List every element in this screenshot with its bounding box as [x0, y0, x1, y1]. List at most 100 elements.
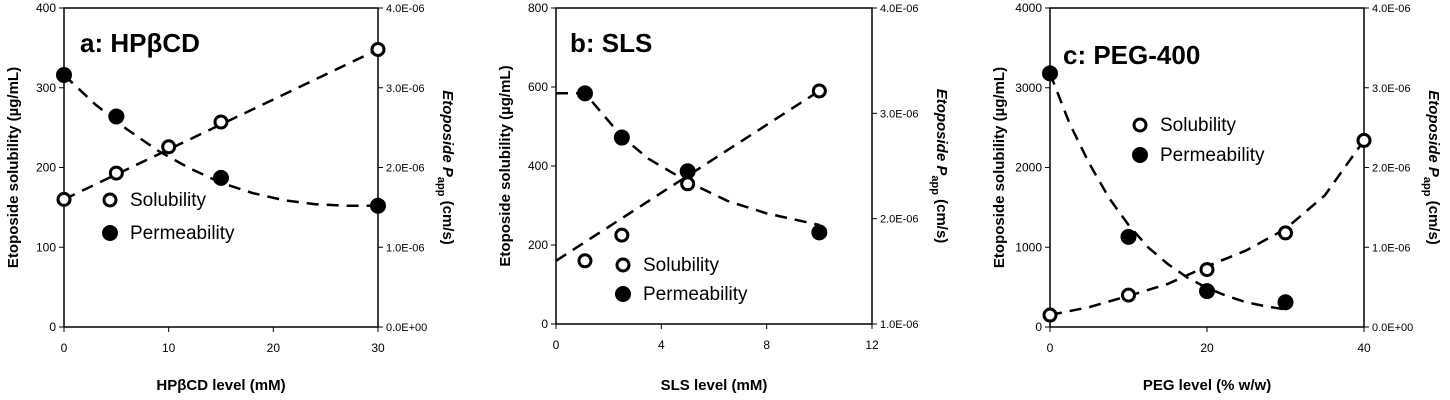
y2-label-sub: app [435, 177, 447, 197]
legend-label-solubility: Solubility [130, 190, 207, 211]
data-point-solubility [1278, 225, 1293, 241]
data-point-solubility [811, 83, 827, 99]
x-tick-label: 12 [865, 338, 879, 352]
trend-line-permeability [1048, 72, 1286, 311]
data-point-permeability [1199, 283, 1215, 300]
data-point-permeability [679, 163, 696, 180]
data-point-permeability [1120, 228, 1137, 245]
trend-line-solubility [555, 89, 820, 262]
legend-marker-solubility [615, 257, 631, 273]
legend: Solubility Permeability [102, 190, 235, 244]
y-tick-label: 1000 [1015, 240, 1042, 254]
data-point-permeability [370, 197, 386, 214]
y2-label-sub: app [1421, 177, 1433, 197]
y2-axis-label: Etoposide Papp (cm/s) [435, 90, 456, 245]
chart-panel-1: 01002003004000.0E+001.0E-062.0E-063.0E-0… [5, 1, 456, 394]
y2-label-tail: (cm/s) [1425, 196, 1442, 244]
y-tick-label: 2000 [1015, 161, 1042, 175]
data-point-solubility [614, 227, 630, 243]
y2-tick-label: 2.0E-06 [386, 163, 425, 175]
data-point-solubility [161, 139, 177, 155]
legend: Solubility Permeability [1132, 115, 1265, 166]
legend-marker-permeability [102, 225, 118, 241]
data-point-permeability [811, 224, 828, 241]
legend-label-permeability: Permeability [643, 284, 748, 305]
y-tick-label: 200 [36, 161, 56, 175]
y2-tick-label: 1.0E-06 [880, 319, 919, 331]
panel-title: a: HPβCD [80, 28, 200, 58]
y2-tick-label: 3.0E-06 [880, 108, 919, 120]
y-tick-label: 0 [541, 317, 548, 331]
y2-tick-label: 3.0E-06 [386, 83, 425, 95]
x-tick-label: 0 [61, 341, 68, 355]
data-point-solubility [108, 165, 124, 181]
trend-line-solubility [63, 48, 379, 201]
legend: Solubility Permeability [615, 255, 748, 305]
data-point-permeability [108, 108, 125, 125]
legend-label-solubility: Solubility [643, 255, 720, 276]
x-tick-label: 8 [763, 338, 770, 352]
x-tick-label: 30 [371, 341, 385, 355]
x-tick-label: 0 [553, 338, 560, 352]
data-point-permeability [1277, 294, 1294, 311]
data-point-permeability [1042, 65, 1058, 82]
y2-tick-label: 1.0E-06 [1372, 242, 1411, 254]
x-tick-label: 40 [1357, 341, 1371, 355]
y-tick-label: 100 [36, 240, 56, 254]
y2-label-main: Etoposide P [933, 89, 950, 177]
y2-axis-label: Etoposide Papp (cm/s) [929, 89, 950, 244]
data-point-solubility [56, 191, 72, 207]
y-axis-label: Etoposide solubility (µg/mL) [5, 67, 22, 268]
y2-tick-label: 1.0E-06 [386, 242, 425, 254]
data-point-permeability [213, 169, 229, 186]
legend-label-permeability: Permeability [1160, 145, 1265, 166]
x-tick-label: 10 [162, 341, 176, 355]
data-point-solubility [213, 114, 229, 130]
data-point-solubility [577, 253, 593, 269]
chart-panel-2: 0 200 400 600 800 1.0E-06 2.0E-06 3.0E-06 4.0E-0… [497, 1, 950, 394]
legend-label-solubility: Solubility [1160, 115, 1237, 136]
y2-label-main: Etoposide P [1425, 90, 1442, 178]
y-tick-label: 200 [528, 238, 548, 252]
data-point-solubility [1199, 262, 1215, 278]
data-point-solubility [1121, 287, 1136, 303]
y-tick-label: 0 [49, 320, 56, 334]
legend-marker-solubility [1132, 117, 1148, 133]
legend-marker-permeability [1132, 147, 1148, 163]
data-point-permeability [613, 129, 630, 146]
legend-marker-permeability [615, 286, 631, 302]
y-tick-label: 600 [528, 80, 548, 94]
x-tick-label: 20 [1200, 341, 1214, 355]
y2-tick-label: 0.0E+00 [1372, 322, 1413, 334]
x-axis-label: PEG level (% w/w) [1143, 377, 1271, 394]
data-point-solubility [680, 176, 696, 192]
y-axis-label: Etoposide solubility (µg/mL) [991, 67, 1008, 268]
y2-tick-label: 2.0E-06 [1372, 163, 1411, 175]
y2-label-sub: app [929, 175, 941, 195]
y-tick-label: 4000 [1015, 1, 1042, 15]
y-tick-label: 800 [528, 1, 548, 15]
y-axis-label: Etoposide solubility (µg/mL) [497, 65, 514, 266]
y2-tick-label: 3.0E-06 [1372, 83, 1411, 95]
x-tick-label: 4 [658, 338, 665, 352]
legend-marker-solubility [102, 192, 118, 208]
data-point-permeability [56, 66, 72, 83]
trend-line-permeability [63, 74, 378, 208]
y2-label-main: Etoposide P [439, 90, 456, 178]
x-axis-label: SLS level (mM) [661, 377, 768, 394]
x-tick-label: 0 [1047, 341, 1054, 355]
panel-title: c: PEG-400 [1063, 40, 1200, 70]
legend-label-permeability: Permeability [130, 223, 235, 244]
y-tick-label: 300 [36, 81, 56, 95]
x-tick-label: 20 [267, 341, 281, 355]
y2-tick-label: 4.0E-06 [880, 3, 919, 15]
y2-label-tail: (cm/s) [439, 196, 456, 244]
trend-line-permeability [556, 92, 820, 227]
y2-tick-label: 4.0E-06 [1372, 3, 1411, 15]
data-point-solubility [1042, 307, 1058, 323]
y-tick-label: 400 [36, 1, 56, 15]
data-point-solubility [370, 41, 386, 57]
data-point-permeability [576, 85, 593, 102]
data-point-solubility [1356, 132, 1372, 148]
